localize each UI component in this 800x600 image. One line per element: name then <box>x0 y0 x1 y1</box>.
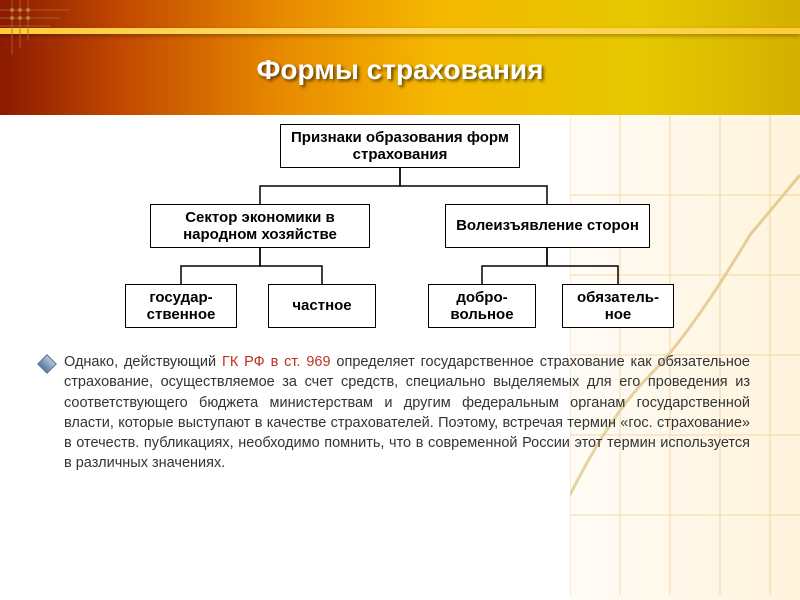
node-leaf2: частное <box>268 284 376 328</box>
node-leaf1: государ- ственное <box>125 284 237 328</box>
node-mid1: Сектор экономики в народном хозяйстве <box>150 204 370 248</box>
node-leaf3: добро- вольное <box>428 284 536 328</box>
page-title: Формы страхования <box>0 54 800 86</box>
node-leaf4: обязатель- ное <box>562 284 674 328</box>
body-paragraph: Однако, действующий ГК РФ в ст. 969 опре… <box>40 352 750 474</box>
diamond-bullet-icon <box>37 354 57 374</box>
paragraph-text: Однако, действующий ГК РФ в ст. 969 опре… <box>64 352 750 474</box>
node-root: Признаки образования форм страхования <box>280 124 520 168</box>
hierarchy-diagram: Признаки образования форм страхования Сек… <box>0 118 800 348</box>
node-mid2: Волеизъявление сторон <box>445 204 650 248</box>
